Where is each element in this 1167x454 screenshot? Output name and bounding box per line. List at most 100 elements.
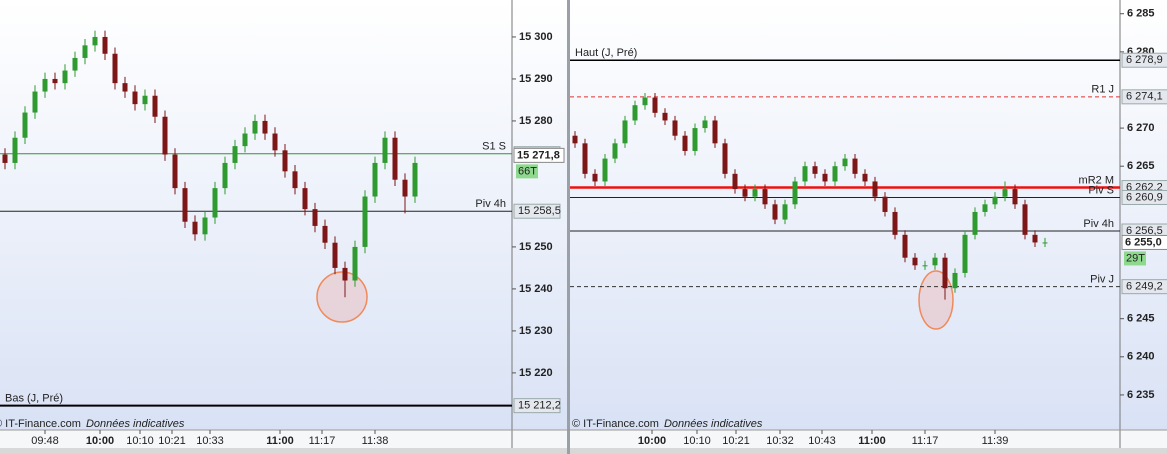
level-label-box — [1121, 189, 1167, 205]
y-tick-label: 15 230 — [519, 325, 553, 337]
candle-body — [642, 97, 648, 106]
candle-body — [822, 173, 828, 182]
panel-bg — [0, 0, 567, 430]
candle-body — [712, 120, 718, 144]
level-label: 15 212,2 — [518, 400, 561, 412]
candle-body — [142, 95, 148, 105]
volume-label: 66T — [518, 165, 537, 177]
candle-body — [992, 196, 998, 205]
level-name: Piv J — [1090, 274, 1114, 286]
x-tick-label: 10:00 — [86, 435, 114, 447]
candle-body — [82, 45, 88, 58]
highlight-circle — [918, 270, 954, 330]
x-tick-label: 10:21 — [722, 435, 750, 447]
level-name: Piv S — [1088, 184, 1114, 196]
candle-body — [662, 112, 668, 121]
level-label-box — [1121, 89, 1167, 105]
candle-body — [172, 154, 178, 189]
candle-body — [852, 158, 858, 174]
panel-bg — [570, 0, 1167, 430]
candle-body — [12, 137, 18, 163]
candle-body — [842, 158, 848, 167]
x-tick-label: 10:33 — [196, 435, 224, 447]
candle-body — [302, 188, 308, 210]
candle-body — [272, 133, 278, 151]
candle-body — [592, 173, 598, 182]
current-price-box — [1121, 234, 1167, 250]
level-label: 6 260,9 — [1126, 191, 1163, 203]
x-tick-label: 10:10 — [126, 435, 154, 447]
candle-body — [762, 189, 768, 205]
candle-body — [252, 120, 258, 134]
plot — [570, 59, 1120, 300]
candle-body — [322, 225, 328, 243]
x-tick-label: 10:21 — [158, 435, 186, 447]
x-tick-label: 09:48 — [31, 435, 59, 447]
candle-body — [692, 128, 698, 151]
x-tick-label: 11:00 — [858, 435, 886, 447]
candle-body — [1042, 242, 1048, 244]
candle-body — [1022, 204, 1028, 235]
candle-body — [792, 181, 798, 205]
highlight-circle — [316, 271, 368, 323]
candle-body — [352, 246, 358, 281]
level-label: 6 278,9 — [1126, 54, 1163, 66]
y-tick-label: 6 285 — [1127, 8, 1155, 20]
x-tick-label: 11:17 — [912, 435, 939, 447]
candle-body — [1002, 189, 1008, 197]
candle-body — [32, 91, 38, 113]
candle-body — [332, 242, 338, 268]
y-tick-label: 6 265 — [1127, 160, 1155, 172]
candle-body — [192, 221, 198, 235]
candle-body — [162, 116, 168, 155]
candle-body — [652, 97, 658, 113]
candle-body — [942, 257, 948, 289]
candle-body — [602, 158, 608, 182]
candle-body — [672, 120, 678, 136]
footer-source: © IT-Finance.com — [0, 418, 81, 430]
level-name: Piv 4h — [1083, 218, 1114, 230]
candle-body — [62, 70, 68, 84]
y-tick-label: 6 270 — [1127, 122, 1155, 134]
candle-body — [982, 204, 988, 212]
x-tick-label: 11:38 — [362, 435, 389, 447]
candle-body — [92, 36, 98, 46]
candle-body — [372, 162, 378, 197]
candle-body — [282, 150, 288, 172]
y-tick-label: 15 250 — [519, 241, 553, 253]
level-label: 6 274,1 — [1126, 91, 1163, 103]
y-tick-label: 6 245 — [1127, 313, 1155, 325]
candle-body — [812, 166, 818, 174]
x-tick-label: 10:10 — [683, 435, 711, 447]
candle-body — [622, 120, 628, 144]
footer-note: Données indicatives — [664, 418, 763, 430]
candle-body — [362, 196, 368, 247]
y-tick-label: 15 290 — [519, 73, 553, 85]
y-tick-label: 15 280 — [519, 115, 553, 127]
level-name: S1 S — [482, 141, 506, 153]
volume-box — [1124, 251, 1146, 266]
footer-source: © IT-Finance.com — [572, 418, 659, 430]
candle-body — [242, 133, 248, 147]
candle-body — [1012, 189, 1018, 205]
level-label: 6 256,5 — [1126, 225, 1163, 237]
footer: © IT-Finance.com Données indicatives — [572, 418, 763, 430]
candle-body — [882, 196, 888, 212]
x-tick-label: 10:32 — [766, 435, 794, 447]
level-name: Bas (J, Pré) — [5, 393, 63, 405]
level-label: 6 249,2 — [1126, 281, 1163, 293]
level-name: Piv 4h — [475, 198, 506, 210]
candle-body — [292, 171, 298, 189]
candle-body — [102, 36, 108, 54]
candle-body — [832, 166, 838, 182]
tab-bar — [0, 448, 1167, 454]
footer-note: Données indicatives — [86, 418, 185, 430]
candle-body — [262, 120, 268, 134]
separator — [567, 0, 570, 454]
y-tick-label: 15 240 — [519, 283, 553, 295]
candle-body — [802, 166, 808, 182]
level-label-box — [1121, 279, 1167, 295]
level-label-box — [513, 203, 561, 219]
